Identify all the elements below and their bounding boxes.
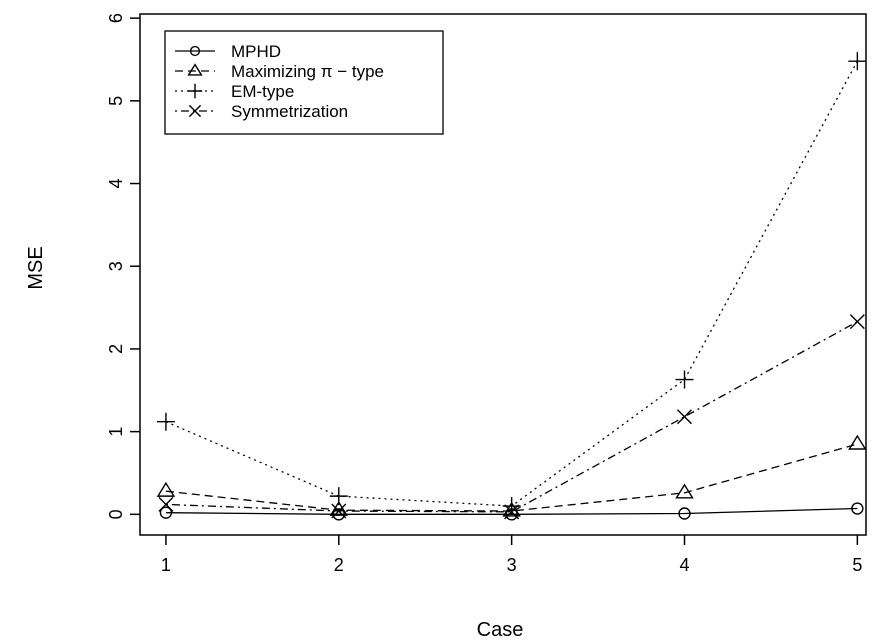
data-point bbox=[156, 412, 175, 431]
y-tick-label: 1 bbox=[106, 427, 126, 437]
data-point bbox=[677, 409, 692, 425]
legend-label: MPHD bbox=[231, 42, 281, 61]
series-3 bbox=[158, 314, 865, 520]
data-point bbox=[504, 504, 520, 520]
series-1 bbox=[156, 434, 867, 517]
data-point bbox=[156, 481, 176, 497]
legend-label: Symmetrization bbox=[231, 102, 348, 121]
y-axis-label: MSE bbox=[25, 246, 47, 289]
legend-marker bbox=[187, 63, 203, 76]
x-axis-label: Case bbox=[477, 619, 524, 641]
data-point bbox=[331, 503, 347, 519]
y-tick-label: 2 bbox=[106, 344, 126, 354]
data-point bbox=[675, 370, 694, 389]
legend-marker bbox=[188, 104, 202, 118]
series-layer bbox=[156, 52, 867, 521]
legend-marker bbox=[187, 83, 203, 99]
axes-layer: 1 2 3 4 5 0 1 2 3 4 5 6 bbox=[106, 13, 867, 575]
data-point bbox=[678, 507, 691, 520]
y-tick-label: 6 bbox=[106, 13, 126, 23]
series-line bbox=[165, 321, 858, 513]
data-point bbox=[158, 496, 174, 512]
plot-frame bbox=[139, 13, 867, 536]
x-tick-label: 5 bbox=[852, 555, 862, 575]
y-tick-label: 4 bbox=[106, 179, 126, 189]
y-tick-label: 3 bbox=[106, 261, 126, 271]
data-point bbox=[848, 52, 867, 71]
data-point bbox=[849, 314, 865, 330]
data-point bbox=[159, 506, 173, 519]
data-point bbox=[332, 508, 345, 521]
legend-label: Maximizing π − type bbox=[231, 62, 384, 81]
x-tick-label: 1 bbox=[161, 555, 171, 575]
x-tick-label: 3 bbox=[507, 555, 517, 575]
legend-box bbox=[164, 30, 444, 135]
x-tick-label: 4 bbox=[679, 555, 689, 575]
legend-label: EM-type bbox=[231, 82, 294, 101]
data-point bbox=[848, 434, 867, 450]
y-tick-label: 0 bbox=[106, 509, 126, 519]
data-point bbox=[329, 500, 349, 516]
data-point bbox=[329, 487, 348, 506]
y-tick-label: 5 bbox=[106, 96, 126, 106]
legend-marker bbox=[189, 45, 201, 57]
data-point bbox=[851, 502, 864, 515]
x-tick-label: 2 bbox=[334, 555, 344, 575]
data-point bbox=[675, 483, 694, 499]
